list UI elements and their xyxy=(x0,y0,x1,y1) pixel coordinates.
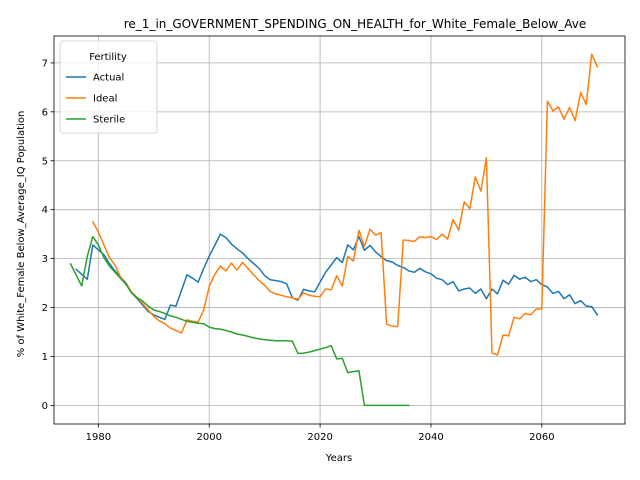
plot-frame xyxy=(53,35,626,425)
series-line-actual xyxy=(75,233,599,321)
x-tick-label: 1980 xyxy=(86,432,111,443)
y-tick-label: 1 xyxy=(42,352,48,363)
legend-label-ideal: Ideal xyxy=(93,94,117,105)
legend-title: Fertility xyxy=(89,52,127,63)
legend-label-actual: Actual xyxy=(93,73,124,84)
series-line-ideal xyxy=(91,53,599,356)
y-tick-label: 5 xyxy=(42,156,48,167)
x-tick-label: 2060 xyxy=(529,432,554,443)
x-tick-label: 2020 xyxy=(307,432,332,443)
y-axis-label: % of White_Female Below_Average_IQ Popul… xyxy=(16,111,27,358)
x-tick-label: 2040 xyxy=(418,432,443,443)
y-tick-label: 0 xyxy=(42,401,48,412)
y-tick-label: 3 xyxy=(42,254,48,265)
y-tick-label: 7 xyxy=(42,58,48,69)
legend-label-sterile: Sterile xyxy=(93,115,125,126)
legend: Fertility Actual Ideal Sterile xyxy=(59,40,158,134)
legend-box xyxy=(59,40,158,134)
x-axis-label: Years xyxy=(325,453,352,464)
x-tick-label: 2000 xyxy=(196,432,221,443)
y-tick-label: 2 xyxy=(42,303,48,314)
axis-ticks: 1980 2000 2020 2040 2060 0 1 2 3 4 5 6 7 xyxy=(42,58,555,443)
y-tick-label: 6 xyxy=(42,107,48,118)
series-line-sterile xyxy=(69,235,410,407)
y-tick-label: 4 xyxy=(42,205,48,216)
series-lines xyxy=(69,53,599,407)
chart-title: re_1_in_GOVERNMENT_SPENDING_ON_HEALTH_fo… xyxy=(124,17,586,31)
